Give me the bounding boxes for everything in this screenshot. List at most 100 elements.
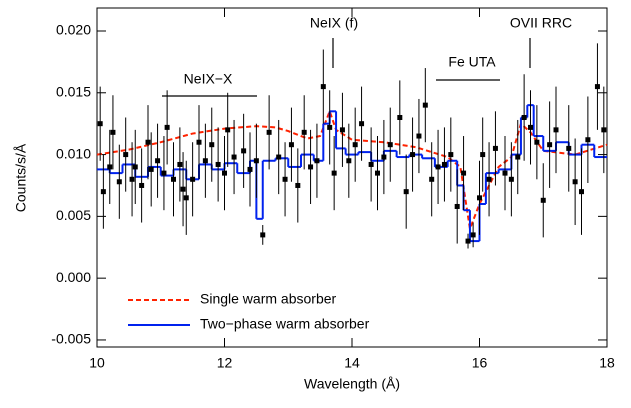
data-point [183, 195, 189, 201]
data-point [164, 124, 170, 130]
data-point [601, 127, 607, 133]
data-point [547, 142, 553, 148]
data-point [308, 164, 314, 170]
data-point [422, 102, 428, 108]
data-point [387, 142, 393, 148]
data-point [190, 176, 196, 182]
data-point [454, 203, 460, 209]
y-tick-label: 0.005 [56, 207, 91, 223]
data-point [320, 84, 326, 90]
x-tick-label: 14 [344, 355, 360, 371]
data-point [139, 182, 145, 188]
x-tick-label: 12 [217, 355, 233, 371]
data-point [566, 145, 572, 151]
data-point [276, 154, 282, 160]
data-point [148, 166, 154, 172]
data-point [448, 152, 454, 158]
data-point [196, 139, 202, 145]
data-point [492, 145, 498, 151]
data-point [247, 166, 253, 172]
data-point [177, 161, 183, 167]
data-point [116, 179, 122, 185]
data-point [534, 139, 540, 145]
x-tick-label: 18 [599, 355, 615, 371]
data-point [241, 148, 247, 154]
legend-label: Two−phase warm absorber [200, 316, 370, 332]
data-point [521, 114, 527, 120]
y-tick-label: 0.000 [56, 269, 91, 285]
x-axis-label: Wavelength (Å) [304, 376, 400, 392]
data-point [180, 186, 186, 192]
data-point [202, 158, 208, 164]
data-point [477, 195, 482, 201]
data-point [231, 154, 237, 160]
data-point [508, 176, 514, 182]
data-point [480, 152, 486, 158]
annotation: OVII RRC [510, 15, 572, 31]
data-point [465, 238, 471, 244]
data-point [301, 129, 307, 135]
data-point [314, 158, 320, 164]
data-point [397, 114, 403, 120]
data-point [145, 139, 151, 145]
data-point [435, 164, 441, 170]
data-point [222, 170, 227, 176]
data-point [375, 170, 380, 176]
data-point [553, 127, 559, 133]
data-point [368, 161, 374, 167]
data-point [540, 197, 546, 203]
x-tick-label: 10 [89, 355, 105, 371]
data-point [288, 142, 294, 148]
data-point [327, 124, 333, 130]
data-point [515, 154, 521, 160]
data-point [331, 170, 337, 176]
annotation: NeIX−X [184, 71, 233, 87]
data-point [161, 170, 167, 176]
data-point [352, 142, 358, 148]
y-axis-label: Counts/s/Å [13, 143, 29, 212]
data-point [461, 170, 467, 176]
data-point [171, 176, 176, 182]
data-point [97, 121, 103, 127]
data-point [129, 176, 135, 182]
data-point [132, 164, 138, 170]
data-point [253, 158, 259, 164]
data-point [502, 170, 508, 176]
y-tick-label: 0.015 [56, 83, 91, 99]
data-point [585, 137, 591, 143]
y-tick-label: -0.005 [51, 331, 91, 347]
y-tick-label: 0.010 [56, 145, 91, 161]
annotation: Fe UTA [448, 54, 496, 70]
data-point [100, 189, 106, 195]
data-point [579, 189, 584, 195]
data-point [572, 179, 578, 185]
data-point [225, 127, 231, 133]
y-tick-label: 0.020 [56, 22, 91, 38]
data-point [416, 133, 422, 139]
data-point [282, 176, 288, 182]
data-point [295, 182, 301, 188]
data-point [339, 127, 345, 133]
data-point [215, 161, 221, 167]
data-point [441, 161, 447, 167]
data-point [470, 232, 476, 238]
data-point [429, 176, 435, 182]
data-point [266, 129, 272, 135]
data-point [107, 164, 113, 170]
data-point [123, 152, 129, 158]
data-point [260, 232, 266, 238]
data-point [403, 189, 409, 195]
data-point [155, 158, 161, 164]
data-point [594, 84, 600, 90]
data-point [110, 129, 116, 135]
data-point [486, 176, 492, 182]
data-point [410, 152, 416, 158]
legend-label: Single warm absorber [200, 291, 337, 307]
data-point [528, 124, 533, 130]
data-point [381, 154, 387, 160]
data-point [209, 142, 215, 148]
data-point [346, 158, 352, 164]
x-tick-label: 16 [472, 355, 488, 371]
annotation: NeIX (f) [310, 15, 358, 31]
